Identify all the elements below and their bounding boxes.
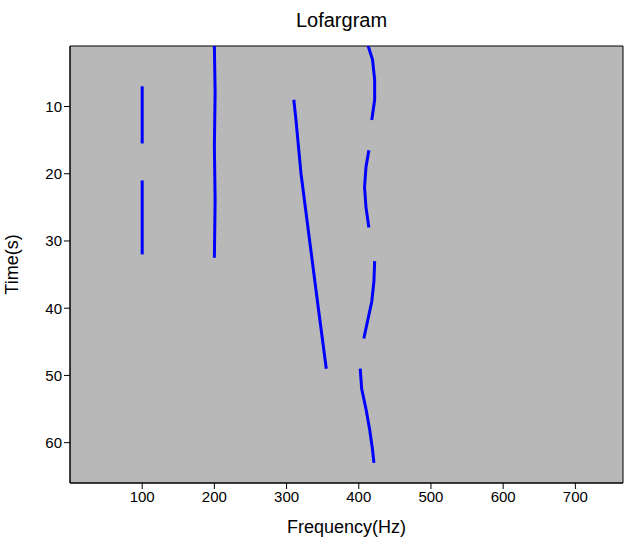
svg-text:700: 700	[563, 488, 588, 505]
svg-text:300: 300	[274, 488, 299, 505]
svg-text:600: 600	[491, 488, 516, 505]
svg-text:Frequency(Hz): Frequency(Hz)	[287, 517, 406, 537]
svg-text:100: 100	[130, 488, 155, 505]
svg-text:400: 400	[346, 488, 371, 505]
svg-text:Time(s): Time(s)	[2, 234, 22, 294]
svg-text:30: 30	[45, 232, 62, 249]
svg-text:40: 40	[45, 300, 62, 317]
svg-text:20: 20	[45, 165, 62, 182]
svg-text:500: 500	[418, 488, 443, 505]
svg-text:200: 200	[202, 488, 227, 505]
svg-text:60: 60	[45, 434, 62, 451]
svg-text:50: 50	[45, 367, 62, 384]
svg-text:10: 10	[45, 98, 62, 115]
html-text:Lofargram: Lofargram	[295, 9, 388, 31]
